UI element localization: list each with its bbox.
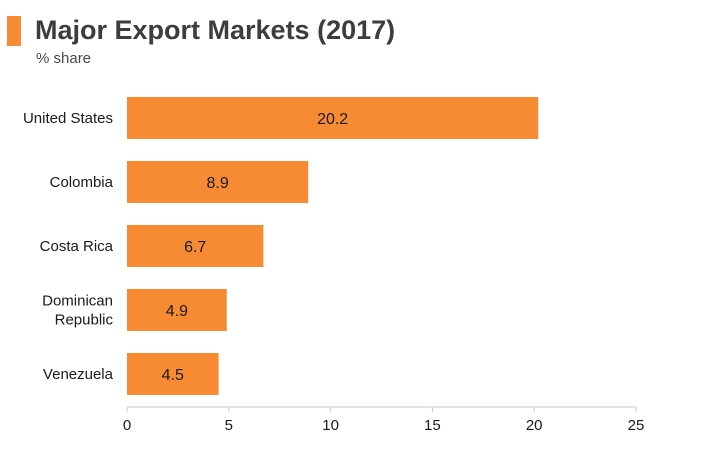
bar bbox=[127, 225, 264, 267]
bar-value-label: 20.2 bbox=[317, 111, 348, 128]
bar bbox=[127, 97, 539, 139]
category-label-line: United States bbox=[23, 110, 113, 127]
bar bbox=[127, 289, 227, 331]
category-label-line: Costa Rica bbox=[40, 238, 114, 255]
bar-value-label: 6.7 bbox=[184, 239, 206, 256]
chart-title: Major Export Markets (2017) bbox=[35, 15, 396, 45]
category-label: United States bbox=[23, 110, 113, 127]
bar bbox=[127, 161, 309, 203]
bar-value-label: 4.5 bbox=[162, 367, 184, 384]
chart-subtitle: % share bbox=[36, 50, 92, 67]
x-tick-label: 0 bbox=[123, 417, 131, 434]
x-tick-label: 20 bbox=[526, 417, 543, 434]
category-label: Venezuela bbox=[43, 366, 114, 383]
bar-value-label: 4.9 bbox=[166, 303, 188, 320]
category-label-line: Venezuela bbox=[43, 366, 114, 383]
x-tick-label: 5 bbox=[225, 417, 233, 434]
category-label-line: Dominican bbox=[42, 293, 113, 310]
bar bbox=[127, 353, 219, 395]
category-label: Dominican Republic bbox=[42, 293, 113, 329]
bar-value-label: 8.9 bbox=[206, 175, 228, 192]
category-label-line: Colombia bbox=[50, 174, 114, 191]
category-label-line: Republic bbox=[55, 312, 114, 329]
category-label: Colombia bbox=[50, 174, 114, 191]
x-tick-label: 10 bbox=[322, 417, 339, 434]
x-tick-label: 25 bbox=[628, 417, 645, 434]
x-tick-label: 15 bbox=[424, 417, 441, 434]
category-label: Costa Rica bbox=[40, 238, 114, 255]
title-accent-bar bbox=[7, 16, 21, 46]
